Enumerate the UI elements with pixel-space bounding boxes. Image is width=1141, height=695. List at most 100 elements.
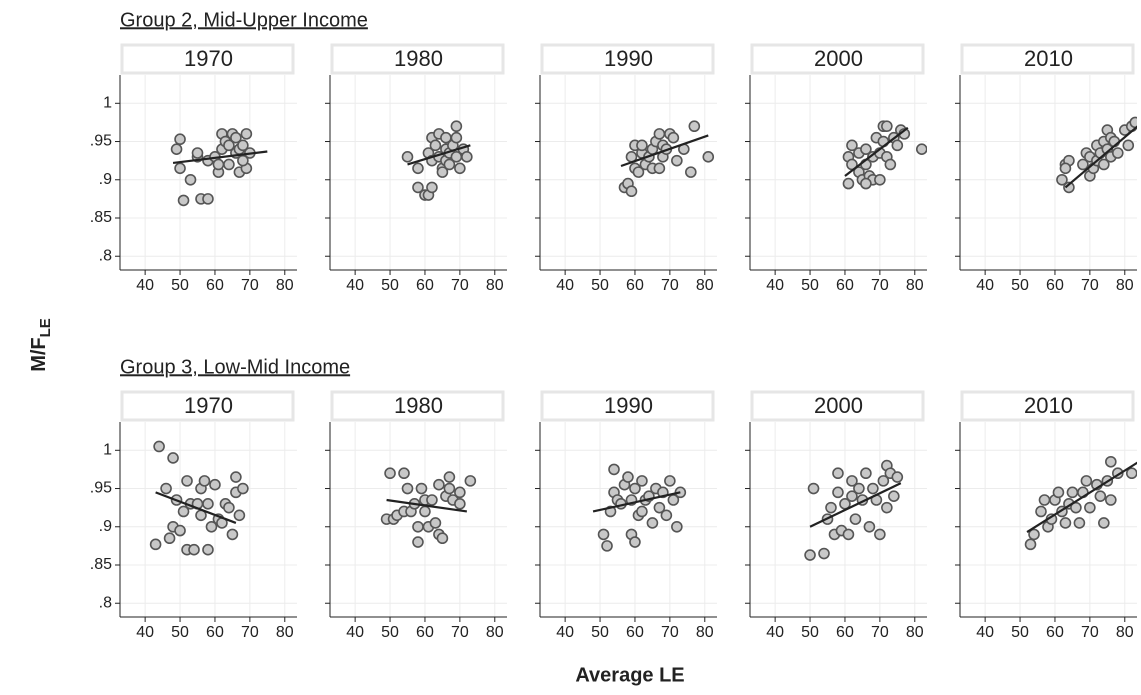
panel-title: 1970	[184, 46, 233, 71]
y-tick-label: .9	[99, 171, 112, 188]
x-tick-label: 50	[801, 624, 819, 641]
point	[384, 467, 396, 480]
panel-title: 1990	[604, 46, 653, 71]
point	[1098, 158, 1110, 171]
x-tick-label: 60	[1046, 277, 1064, 294]
point	[653, 162, 666, 175]
point	[412, 181, 424, 194]
point	[860, 467, 872, 480]
x-tick-label: 50	[1011, 277, 1029, 294]
point	[891, 471, 904, 483]
y-tick-label: 1	[103, 442, 112, 459]
point	[1038, 494, 1051, 506]
panel-title: 1980	[394, 46, 443, 71]
x-tick-label: 70	[871, 624, 889, 641]
point	[1105, 494, 1117, 506]
point	[1077, 158, 1089, 171]
point	[891, 139, 904, 152]
y-tick-label: .95	[90, 480, 112, 497]
point	[233, 509, 246, 522]
point	[636, 475, 648, 487]
x-tick-label: 80	[276, 624, 294, 641]
panel-strip	[120, 43, 295, 75]
panel	[960, 75, 1137, 270]
point	[1059, 517, 1072, 529]
point	[608, 463, 620, 476]
x-tick-label: 40	[346, 277, 364, 294]
x-tick-label: 40	[556, 277, 574, 294]
panel-strip	[540, 43, 715, 75]
point	[1066, 486, 1079, 499]
point	[915, 143, 927, 155]
x-tick-label: 50	[171, 277, 189, 294]
x-tick-label: 50	[1011, 624, 1029, 641]
panel	[330, 422, 507, 617]
point	[842, 528, 855, 541]
point	[818, 547, 830, 560]
point	[636, 505, 648, 518]
panel-strip	[750, 390, 925, 422]
x-tick-label: 60	[206, 624, 224, 641]
point	[671, 154, 683, 167]
y-tick-label: .85	[90, 209, 112, 226]
point	[412, 520, 424, 533]
point	[223, 139, 235, 152]
point	[177, 194, 190, 207]
point	[450, 120, 463, 133]
x-axis-label: Average LE	[575, 664, 684, 686]
point	[443, 471, 456, 483]
trend-line	[592, 491, 681, 513]
point	[198, 475, 211, 487]
panel	[540, 75, 717, 270]
point	[240, 128, 253, 140]
x-tick-label: 70	[451, 624, 469, 641]
point	[237, 482, 249, 495]
point	[597, 528, 610, 541]
x-tick-label: 80	[1116, 277, 1134, 294]
point	[181, 475, 193, 487]
point	[1129, 116, 1137, 129]
point	[443, 482, 456, 495]
point	[804, 549, 816, 561]
x-tick-label: 50	[381, 624, 399, 641]
x-tick-label: 40	[136, 624, 154, 641]
point	[846, 139, 858, 152]
point	[230, 131, 242, 144]
x-tick-label: 60	[416, 277, 434, 294]
x-tick-label: 60	[206, 277, 224, 294]
point	[202, 498, 214, 510]
point	[1070, 501, 1082, 514]
point	[601, 540, 613, 552]
trend-line	[620, 134, 709, 168]
point	[667, 131, 680, 144]
point	[849, 513, 862, 525]
point	[1094, 490, 1107, 502]
point	[688, 120, 701, 133]
panel-title: 2000	[814, 46, 863, 71]
point	[867, 482, 879, 495]
trend-line	[809, 482, 902, 528]
x-tick-label: 70	[871, 277, 889, 294]
x-tick-label: 70	[241, 277, 259, 294]
point	[653, 501, 666, 514]
point	[1105, 455, 1117, 468]
point	[636, 139, 648, 152]
point	[412, 536, 424, 548]
point	[874, 173, 886, 186]
point	[846, 490, 858, 502]
trend-line	[386, 498, 468, 513]
x-tick-label: 50	[381, 277, 399, 294]
x-tick-label: 80	[906, 624, 924, 641]
x-tick-label: 60	[1046, 624, 1064, 641]
point	[401, 151, 414, 163]
point	[223, 158, 235, 171]
x-tick-label: 70	[661, 277, 679, 294]
point	[237, 139, 249, 152]
x-tick-label: 80	[696, 277, 714, 294]
point	[1056, 173, 1068, 186]
y-tick-label: .8	[99, 247, 112, 264]
trend-line	[172, 150, 268, 165]
x-tick-label: 40	[766, 277, 784, 294]
point	[1063, 181, 1075, 194]
trend-line	[1026, 461, 1137, 534]
